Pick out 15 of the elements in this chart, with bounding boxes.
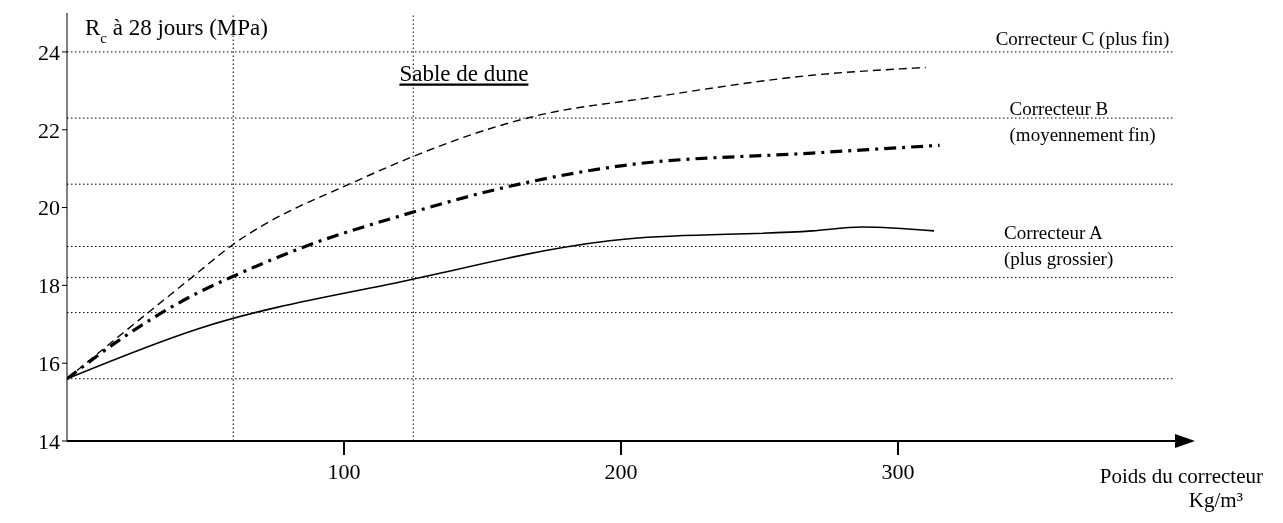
y-tick-label: 20 bbox=[38, 195, 60, 221]
x-tick-label: 300 bbox=[881, 458, 915, 484]
text: Correcteur A (plus grossier) bbox=[1004, 221, 1114, 270]
x-tick-label: 200 bbox=[604, 458, 638, 484]
text: Correcteur C (plus fin) bbox=[995, 28, 1170, 51]
y-axis-title: R$_{c}$ à 28 jours (MPa) bbox=[85, 15, 268, 46]
y-tick-label: 18 bbox=[38, 273, 60, 299]
text: Correcteur B (moyennement fin) bbox=[1009, 98, 1156, 147]
annotation: Sable de dune bbox=[399, 61, 529, 87]
y-tick-label: 24 bbox=[38, 39, 60, 65]
y-tick-label: 16 bbox=[38, 350, 60, 376]
x-tick-label: 100 bbox=[327, 458, 361, 484]
y-tick-label: 22 bbox=[38, 117, 60, 143]
y-tick-label: 14 bbox=[38, 428, 60, 454]
x-axis-title: Poids du correcteur Kg/m³ bbox=[1099, 464, 1263, 512]
